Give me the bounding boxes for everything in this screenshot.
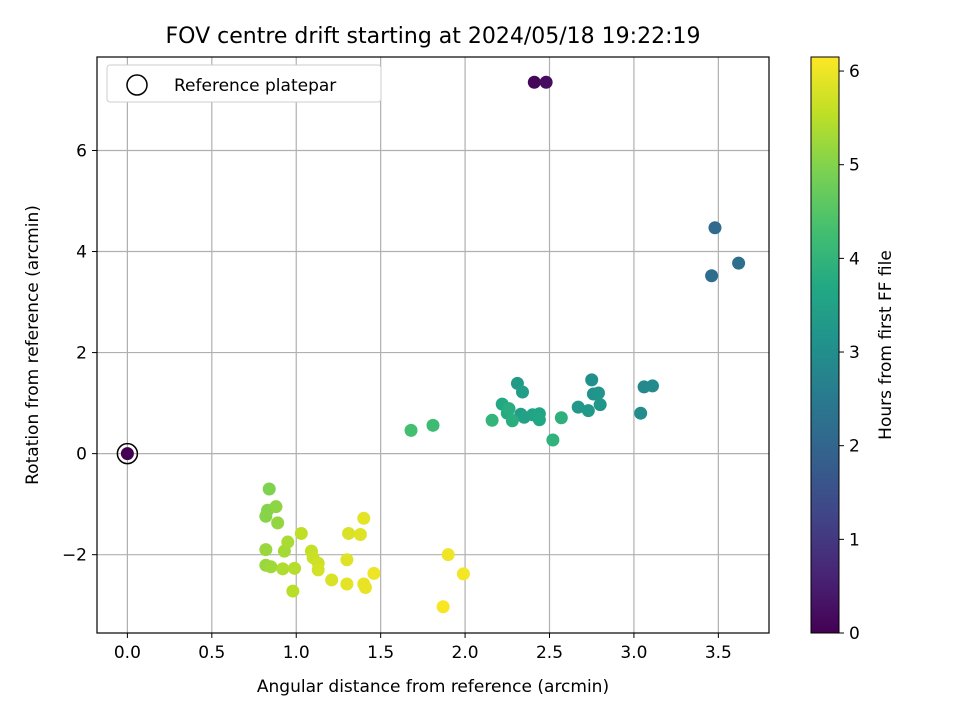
- data-point: [404, 423, 418, 437]
- colorbar-tick-label: 3: [849, 343, 860, 363]
- x-tick-label: 1.5: [367, 643, 394, 663]
- data-point: [441, 548, 455, 562]
- x-axis-ticks: 0.0 0.5 1.0 1.5 2.0 2.5 3.0 3.5: [114, 633, 732, 663]
- data-point: [259, 543, 273, 557]
- data-point: [505, 414, 519, 428]
- x-tick-label: 3.0: [620, 643, 647, 663]
- x-tick-label: 2.0: [452, 643, 479, 663]
- data-point: [705, 269, 719, 283]
- data-point: [294, 526, 308, 540]
- x-tick-label: 0.5: [198, 643, 225, 663]
- y-tick-label: −2: [62, 546, 87, 566]
- data-point: [634, 406, 648, 420]
- legend: Reference platepar: [106, 64, 382, 103]
- data-point: [271, 516, 285, 530]
- data-points: [116, 75, 746, 614]
- colorbar-tick-label: 5: [849, 156, 860, 176]
- data-point: [515, 385, 529, 399]
- reference-platepar-marker: [116, 442, 139, 465]
- plot-frame: [96, 56, 770, 634]
- data-point: [286, 584, 300, 598]
- x-tick-label: 0.0: [114, 643, 141, 663]
- data-point: [276, 562, 290, 576]
- data-point: [581, 404, 595, 418]
- colorbar-tick-label: 1: [849, 530, 860, 550]
- colorbar: [810, 56, 840, 634]
- y-tick-label: 2: [76, 344, 87, 364]
- y-tick-label: 6: [76, 141, 87, 161]
- data-point: [539, 75, 553, 89]
- data-point: [120, 447, 134, 461]
- data-point: [591, 386, 605, 400]
- x-tick-label: 3.5: [705, 643, 732, 663]
- data-point: [708, 221, 722, 235]
- data-point: [645, 379, 659, 393]
- legend-entry-reference-platepar: Reference platepar: [174, 76, 336, 96]
- x-tick-label: 2.5: [536, 643, 563, 663]
- y-tick-label: 4: [76, 243, 87, 263]
- data-point: [456, 567, 470, 581]
- data-point: [342, 526, 356, 540]
- data-point: [353, 527, 367, 541]
- colorbar-label: Hours from first FF file: [876, 250, 896, 440]
- data-point: [357, 511, 371, 525]
- x-tick-label: 1.0: [283, 643, 310, 663]
- data-point: [527, 75, 541, 89]
- colorbar-tick-label: 4: [849, 249, 860, 269]
- colorbar-tick-label: 6: [849, 62, 860, 82]
- data-point: [593, 398, 607, 412]
- y-axis-ticks: −2 0 2 4 6: [62, 141, 97, 566]
- data-point: [554, 411, 568, 425]
- data-point: [546, 433, 560, 447]
- chart-title: FOV centre drift starting at 2024/05/18 …: [166, 24, 701, 49]
- data-point: [311, 563, 325, 577]
- legend-box: [106, 64, 382, 103]
- colorbar-tick-label: 2: [849, 437, 860, 457]
- data-point: [585, 373, 599, 387]
- data-point: [264, 560, 278, 574]
- data-point: [325, 573, 339, 587]
- data-point: [262, 482, 276, 496]
- data-point: [288, 561, 302, 575]
- data-point: [259, 509, 273, 523]
- data-point: [532, 413, 546, 427]
- data-point: [340, 553, 354, 567]
- data-point: [426, 418, 440, 432]
- data-point: [358, 581, 372, 595]
- legend-marker: [126, 74, 148, 96]
- data-point: [485, 413, 499, 427]
- colorbar-tick-label: 0: [849, 624, 860, 644]
- data-point: [340, 577, 354, 591]
- data-point: [571, 400, 585, 414]
- data-point: [502, 402, 516, 416]
- data-point: [281, 535, 295, 549]
- colorbar-ticks: 0 1 2 3 4 5 6: [839, 62, 860, 644]
- y-axis-label: Rotation from reference (arcmin): [23, 205, 43, 485]
- data-point: [269, 500, 283, 514]
- data-point: [436, 600, 450, 614]
- y-tick-label: 0: [76, 445, 87, 465]
- data-point: [732, 256, 746, 270]
- grid: [97, 57, 769, 633]
- x-axis-label: Angular distance from reference (arcmin): [257, 677, 609, 697]
- data-point: [367, 566, 381, 580]
